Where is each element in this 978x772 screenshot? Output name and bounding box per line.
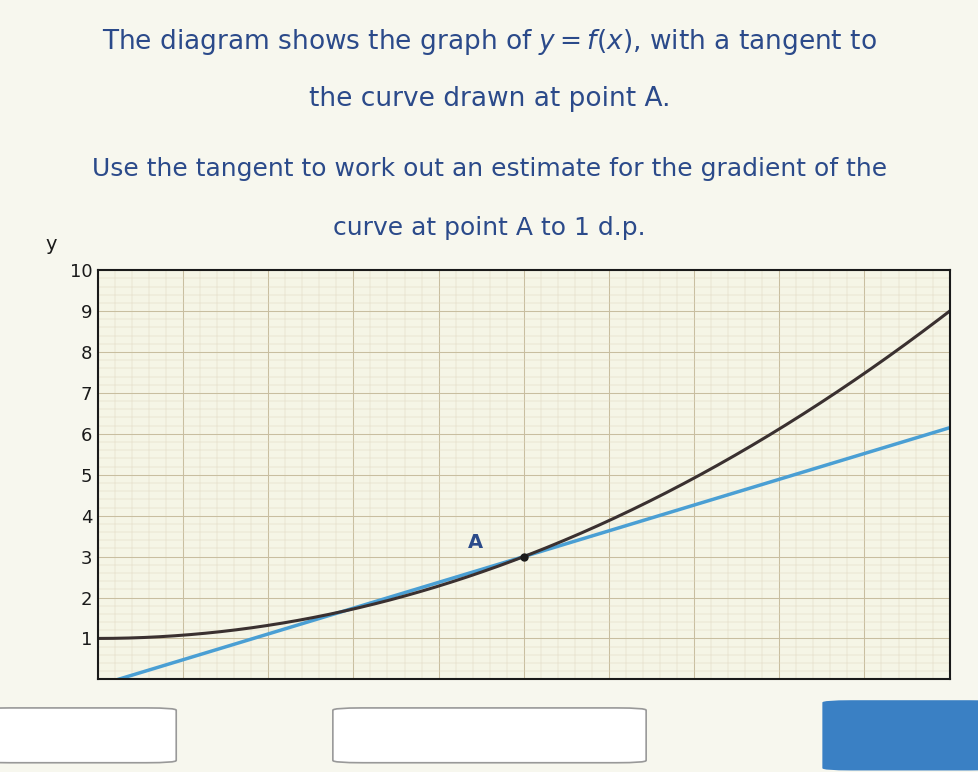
Text: A: A	[467, 533, 483, 552]
Text: the curve drawn at point A.: the curve drawn at point A.	[308, 86, 670, 113]
Text: Use the tangent to work out an estimate for the gradient of the: Use the tangent to work out an estimate …	[92, 157, 886, 181]
FancyBboxPatch shape	[0, 708, 176, 763]
FancyBboxPatch shape	[333, 708, 645, 763]
Text: curve at point A to 1 d.p.: curve at point A to 1 d.p.	[333, 216, 645, 240]
Text: y: y	[45, 235, 57, 254]
Text: The diagram shows the graph of $y = f(x)$, with a tangent to: The diagram shows the graph of $y = f(x)…	[102, 27, 876, 57]
Text: ◀ Previous: ◀ Previous	[37, 724, 119, 740]
FancyBboxPatch shape	[822, 700, 978, 770]
Text: Answ: Answ	[885, 723, 934, 741]
Text: ▶  Watch video: ▶ Watch video	[431, 724, 547, 740]
